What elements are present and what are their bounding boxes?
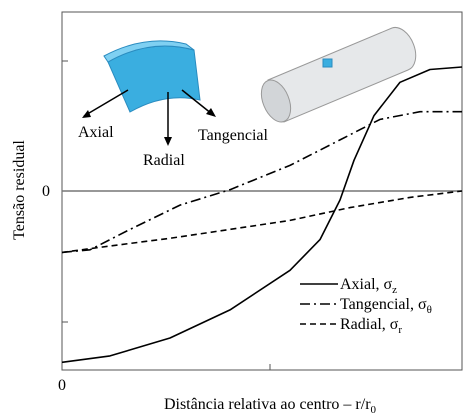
legend-name: Tangencial, σ <box>340 296 427 313</box>
annotation: Axial <box>78 124 114 141</box>
legend-subscript: z <box>392 284 397 296</box>
x-axis-label: Distância relativa ao centro – r/r0 <box>164 396 377 414</box>
x-tick-label: 0 <box>58 377 66 394</box>
legend-subscript: r <box>398 324 402 336</box>
legend-label: Tangencial, σθ <box>340 296 432 316</box>
legend-label: Axial, σz <box>340 276 397 296</box>
chart: Axial Radial Tangencial Tensão residual … <box>0 0 464 414</box>
legend-label: Radial, σr <box>340 316 402 336</box>
legend-subscript: θ <box>427 304 432 316</box>
cylinder-illustration <box>256 27 416 126</box>
y-tick-label: 0 <box>42 183 50 200</box>
annotation: Radial <box>143 152 185 169</box>
legend-name: Radial, σ <box>340 316 399 333</box>
y-axis-label: Tensão residual <box>11 140 28 240</box>
annotation: Tangencial <box>198 127 269 144</box>
x-axis-label-subscript: 0 <box>371 404 377 414</box>
line-series <box>62 191 462 252</box>
x-axis-label-text: Distância relativa ao centro – r/r <box>164 396 371 413</box>
line-series <box>62 67 462 362</box>
legend-name: Axial, σ <box>340 276 393 293</box>
